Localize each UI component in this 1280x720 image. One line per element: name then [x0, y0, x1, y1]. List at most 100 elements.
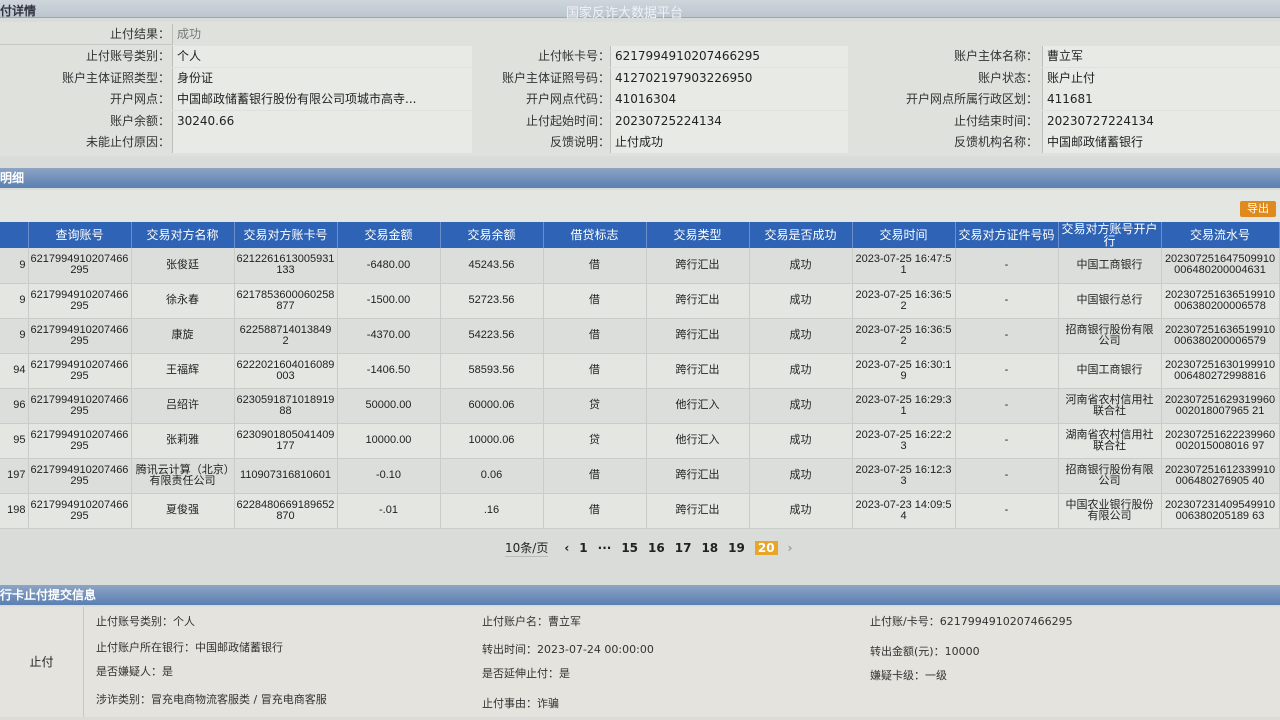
result-label: 止付结果： — [109, 27, 170, 41]
submit-section-header: 行卡止付提交信息 — [0, 584, 1280, 605]
table-cell: 成功 — [749, 318, 853, 354]
table-row[interactable]: 9 6217994910207466295 徐永春 62178536000602588… — [0, 283, 1280, 319]
table-cell: - — [955, 353, 1059, 389]
result-row: 止付结果： 成功 — [0, 24, 1280, 45]
submit-info-item: 是否延伸止付：是 — [482, 666, 570, 680]
column-header: 交易流水号 — [1161, 222, 1280, 248]
page-size-select[interactable]: 10条/页 — [505, 540, 549, 557]
detail-field-label: 止付帐卡号： — [537, 49, 610, 63]
table-cell: 借 — [543, 493, 647, 529]
table-cell: 6230901805041409177 — [234, 423, 338, 459]
table-cell: 跨行汇出 — [646, 458, 750, 494]
table-cell: 成功 — [749, 458, 853, 494]
table-row[interactable]: 96 6217994910207466295 吕绍许 6230591871018919… — [0, 388, 1280, 424]
pagination-row: 10条/页 ‹ 1 ··· 15 16 17 18 19 20 › — [0, 535, 1280, 561]
table-cell: 202307251636519910006380200006578 — [1161, 283, 1280, 319]
table-cell: 河南省农村信用社联合社 — [1058, 388, 1162, 424]
table-row[interactable]: 9 6217994910207466295 张俊廷 62122616130059311… — [0, 248, 1280, 284]
detail-field-value: 20230725224134 — [610, 110, 848, 132]
table-cell: 9 — [0, 283, 29, 319]
page-button[interactable]: 17 — [674, 540, 692, 555]
table-cell: 6217853600060258877 — [234, 283, 338, 319]
table-cell: 6212261613005931133 — [234, 248, 338, 284]
detail-field-label: 账户主体名称： — [953, 49, 1038, 63]
prev-page-icon[interactable]: ‹ — [564, 540, 570, 555]
submit-info-item: 涉诈类别：冒充电商物流客服类 / 冒充电商客服 — [96, 692, 327, 706]
table-row[interactable]: 95 6217994910207466295 张莉雅 6230901805041409… — [0, 423, 1280, 459]
page-button[interactable]: 19 — [728, 540, 745, 555]
table-cell: 吕绍许 — [131, 388, 235, 424]
submit-section-title: 行卡止付提交信息 — [0, 587, 97, 602]
submit-info-item: 转出金额(元)：10000 — [870, 644, 980, 658]
detail-field-value: 412702197903226950 — [610, 67, 848, 89]
table-cell: 10000.06 — [440, 423, 544, 459]
next-page-icon[interactable]: › — [787, 540, 793, 555]
table-cell: 198 — [0, 493, 29, 529]
table-cell: 夏俊强 — [131, 493, 235, 529]
submit-info-item: 止付账户所在银行：中国邮政储蓄银行 — [96, 640, 283, 654]
detail-field-label: 开户网点所属行政区划： — [905, 92, 1038, 106]
table-cell: 6222021604016089003 — [234, 353, 338, 389]
table-cell: 623059187101891988 — [234, 388, 338, 424]
transactions-section-title: 明细 — [0, 171, 25, 185]
table-cell: 45243.56 — [440, 248, 544, 284]
submit-info-item: 转出时间：2023-07-24 00:00:00 — [482, 642, 654, 656]
table-cell: 成功 — [749, 283, 853, 319]
page-button[interactable]: ··· — [597, 540, 612, 555]
table-cell: 成功 — [749, 423, 853, 459]
detail-field-value: 6217994910207466295 — [610, 46, 848, 67]
detail-field-label: 开户网点代码： — [525, 92, 610, 106]
column-header: 查询账号 — [28, 222, 132, 248]
detail-field-label: 开户网点： — [109, 92, 170, 106]
table-cell: - — [955, 458, 1059, 494]
table-cell: 张俊廷 — [131, 248, 235, 284]
table-cell: 成功 — [749, 493, 853, 529]
table-cell: -4370.00 — [337, 318, 441, 354]
table-row[interactable]: 9 6217994910207466295 康旋 622588714013849 2-… — [0, 318, 1280, 354]
table-row[interactable]: 198 6217994910207466295 夏俊强 622848066918965… — [0, 493, 1280, 529]
export-button[interactable]: 导出 — [1240, 201, 1276, 217]
table-cell: 跨行汇出 — [646, 493, 750, 529]
page-button[interactable]: 18 — [701, 540, 719, 555]
column-header: 交易对方证件号码 — [955, 222, 1059, 248]
page-button[interactable]: 1 — [579, 540, 588, 555]
page-button[interactable]: 20 — [754, 540, 778, 555]
table-cell: 202307231409549910006380205189 63 — [1161, 493, 1280, 529]
transactions-table: 查询账号 交易对方名称 交易对方账卡号 交易金额 交易余额 借贷标志 交易类型 交易是否成功交… — [0, 222, 1280, 529]
transactions-toolbar — [0, 190, 1280, 222]
table-cell: - — [955, 423, 1059, 459]
table-cell: 202307251629319960002018007965 21 — [1161, 388, 1280, 424]
detail-field-label: 未能止付原因： — [85, 135, 170, 149]
table-cell: - — [955, 283, 1059, 319]
table-cell: 6217994910207466295 — [28, 318, 132, 354]
submit-info-panel: 止付 止付账号类别：个人 止付账户名：曹立军 止付账/卡号：621799491020… — [0, 606, 1280, 717]
detail-field-value: 30240.66 — [172, 110, 472, 132]
table-cell: 6217994910207466295 — [28, 283, 132, 319]
table-cell: 6228480669189652870 — [234, 493, 338, 529]
table-cell: 中国农业银行股份有限公司 — [1058, 493, 1162, 529]
table-cell: 中国银行总行 — [1058, 283, 1162, 319]
table-cell: 6217994910207466295 — [28, 248, 132, 284]
table-cell: 借 — [543, 318, 647, 354]
table-cell: 2023-07-25 16:36:52 — [852, 283, 956, 319]
detail-field-value: 账户止付 — [1042, 67, 1280, 89]
table-row[interactable]: 94 6217994910207466295 王福辉 6222021604016089… — [0, 353, 1280, 389]
column-header: 交易对方账号开户行 — [1058, 222, 1162, 248]
table-cell: 54223.56 — [440, 318, 544, 354]
table-cell: 2023-07-25 16:47:51 — [852, 248, 956, 284]
page-button[interactable]: 16 — [648, 540, 665, 555]
app-title: 国家反诈大数据平台 — [566, 6, 684, 21]
table-cell: 康旋 — [131, 318, 235, 354]
table-row[interactable]: 197 6217994910207466295 腾讯云计算（北京）有限责任公司 110… — [0, 458, 1280, 494]
table-cell: 成功 — [749, 353, 853, 389]
column-header: 交易对方账卡号 — [234, 222, 338, 248]
submit-info-item: 止付账号类别：个人 — [96, 614, 195, 628]
table-cell: 95 — [0, 423, 29, 459]
table-cell: 202307251630199910006480272998816 — [1161, 353, 1280, 389]
table-cell: 腾讯云计算（北京）有限责任公司 — [131, 458, 235, 494]
page-button[interactable]: 15 — [621, 540, 639, 555]
column-header: 交易金额 — [337, 222, 441, 248]
table-cell: -1500.00 — [337, 283, 441, 319]
table-cell: 50000.00 — [337, 388, 441, 424]
table-cell: 贷 — [543, 423, 647, 459]
